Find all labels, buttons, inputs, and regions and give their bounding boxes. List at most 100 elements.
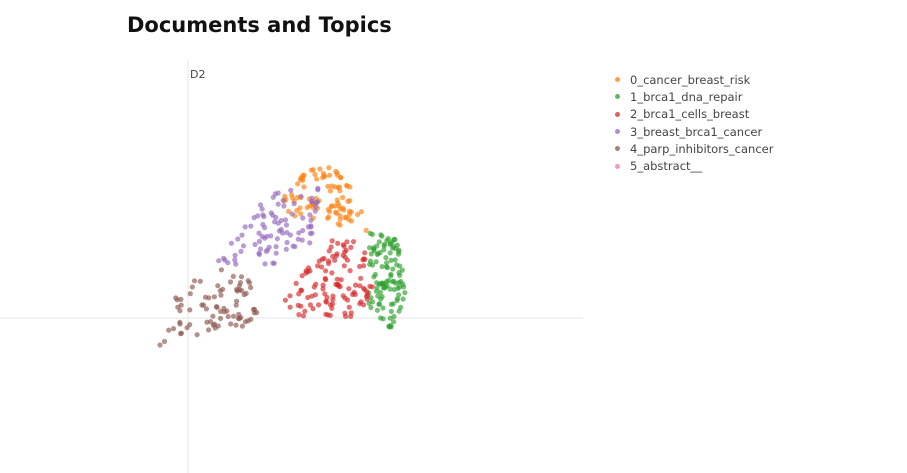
data-point-1_brca1_dna_repair (367, 258, 374, 264)
data-point-4_parp_inhibitors_cancer (211, 294, 217, 300)
data-point-2_brca1_cells_breast (343, 247, 349, 253)
data-point-4_parp_inhibitors_cancer (187, 307, 193, 313)
data-point-2_brca1_cells_breast (342, 254, 348, 260)
data-point-3_breast_brca1_cancer (307, 230, 313, 237)
data-point-0_cancer_breast_risk (344, 183, 350, 189)
data-point-0_cancer_breast_risk (295, 181, 301, 187)
data-point-2_brca1_cells_breast (341, 263, 347, 269)
data-point-4_parp_inhibitors_cancer (214, 304, 220, 310)
chart-title: Documents and Topics (127, 13, 392, 37)
data-point-2_brca1_cells_breast (282, 297, 288, 303)
data-point-4_parp_inhibitors_cancer (238, 314, 244, 321)
data-point-2_brca1_cells_breast (342, 295, 348, 301)
data-point-2_brca1_cells_breast (293, 280, 299, 286)
data-point-1_brca1_dna_repair (394, 262, 400, 268)
legend-marker-icon (615, 111, 620, 117)
data-point-1_brca1_dna_repair (369, 231, 375, 237)
legend-marker-icon (615, 163, 620, 169)
data-point-1_brca1_dna_repair (380, 316, 386, 322)
data-point-0_cancer_breast_risk (348, 218, 354, 224)
data-point-2_brca1_cells_breast (322, 275, 328, 282)
legend-marker-icon (615, 146, 620, 152)
legend-marker-icon (615, 129, 620, 135)
data-point-1_brca1_dna_repair (401, 284, 407, 290)
data-point-1_brca1_dna_repair (373, 259, 379, 265)
data-point-4_parp_inhibitors_cancer (254, 309, 260, 316)
data-point-1_brca1_dna_repair (391, 244, 397, 250)
data-point-1_brca1_dna_repair (387, 286, 393, 292)
data-point-1_brca1_dna_repair (377, 249, 383, 256)
data-point-0_cancer_breast_risk (334, 170, 340, 176)
data-point-2_brca1_cells_breast (358, 275, 364, 281)
legend-item[interactable]: 4_parp_inhibitors_cancer (611, 140, 773, 157)
data-point-3_breast_brca1_cancer (284, 239, 290, 246)
data-point-2_brca1_cells_breast (338, 277, 344, 283)
data-point-2_brca1_cells_breast (329, 270, 335, 276)
legend-item[interactable]: 1_brca1_dna_repair (611, 88, 773, 105)
data-point-2_brca1_cells_breast (329, 238, 335, 244)
data-point-3_breast_brca1_cancer (256, 250, 262, 256)
data-point-1_brca1_dna_repair (395, 251, 401, 257)
data-point-3_breast_brca1_cancer (300, 215, 306, 221)
data-point-2_brca1_cells_breast (329, 305, 335, 311)
data-point-3_breast_brca1_cancer (308, 217, 314, 223)
data-point-4_parp_inhibitors_cancer (238, 274, 245, 280)
data-point-0_cancer_breast_risk (340, 194, 346, 201)
data-point-1_brca1_dna_repair (397, 272, 403, 278)
data-point-2_brca1_cells_breast (326, 260, 332, 267)
data-point-3_breast_brca1_cancer (287, 232, 293, 238)
data-point-3_breast_brca1_cancer (238, 248, 244, 254)
data-point-3_breast_brca1_cancer (283, 246, 289, 252)
data-point-0_cancer_breast_risk (285, 208, 292, 214)
data-point-3_breast_brca1_cancer (309, 199, 315, 205)
data-point-1_brca1_dna_repair (366, 245, 373, 251)
legend-item[interactable]: 5_abstract__ (611, 157, 773, 174)
data-point-1_brca1_dna_repair (388, 257, 394, 263)
legend-item[interactable]: 2_brca1_cells_breast (611, 106, 773, 123)
data-point-2_brca1_cells_breast (323, 268, 329, 274)
data-point-3_breast_brca1_cancer (235, 236, 241, 242)
data-point-0_cancer_breast_risk (314, 176, 320, 182)
data-point-4_parp_inhibitors_cancer (248, 284, 254, 291)
legend-item[interactable]: 3_breast_brca1_cancer (611, 123, 773, 140)
data-point-1_brca1_dna_repair (400, 296, 406, 302)
data-point-4_parp_inhibitors_cancer (246, 280, 253, 286)
data-point-3_breast_brca1_cancer (240, 243, 247, 249)
data-point-3_breast_brca1_cancer (216, 258, 222, 264)
data-point-3_breast_brca1_cancer (283, 222, 290, 228)
data-point-3_breast_brca1_cancer (272, 191, 278, 197)
data-point-2_brca1_cells_breast (369, 284, 375, 290)
data-point-3_breast_brca1_cancer (290, 243, 296, 249)
data-point-4_parp_inhibitors_cancer (218, 267, 224, 273)
data-point-0_cancer_breast_risk (363, 227, 369, 233)
legend-item[interactable]: 0_cancer_breast_risk (611, 71, 773, 88)
data-point-4_parp_inhibitors_cancer (204, 319, 210, 325)
data-point-3_breast_brca1_cancer (314, 200, 320, 206)
data-point-2_brca1_cells_breast (320, 282, 326, 288)
data-point-4_parp_inhibitors_cancer (231, 313, 237, 319)
data-point-2_brca1_cells_breast (335, 240, 341, 246)
data-point-1_brca1_dna_repair (376, 301, 382, 307)
data-point-2_brca1_cells_breast (343, 313, 349, 319)
data-point-0_cancer_breast_risk (320, 170, 326, 177)
data-point-2_brca1_cells_breast (326, 248, 332, 254)
legend-label: 5_abstract__ (630, 159, 703, 174)
data-point-1_brca1_dna_repair (371, 248, 377, 254)
data-point-0_cancer_breast_risk (308, 167, 314, 173)
data-point-0_cancer_breast_risk (317, 166, 323, 172)
data-point-1_brca1_dna_repair (389, 279, 396, 285)
data-point-2_brca1_cells_breast (360, 257, 366, 263)
data-point-0_cancer_breast_risk (298, 211, 304, 217)
data-point-3_breast_brca1_cancer (288, 187, 294, 193)
data-point-1_brca1_dna_repair (386, 278, 392, 284)
data-point-2_brca1_cells_breast (346, 304, 352, 310)
data-point-0_cancer_breast_risk (355, 211, 361, 218)
data-point-2_brca1_cells_breast (353, 282, 359, 288)
data-point-3_breast_brca1_cancer (233, 261, 239, 267)
data-point-3_breast_brca1_cancer (275, 201, 281, 207)
data-point-2_brca1_cells_breast (332, 257, 338, 263)
y-axis-label: D2 (190, 68, 205, 81)
data-point-3_breast_brca1_cancer (299, 237, 305, 243)
data-point-3_breast_brca1_cancer (268, 233, 274, 239)
data-point-3_breast_brca1_cancer (262, 261, 268, 267)
